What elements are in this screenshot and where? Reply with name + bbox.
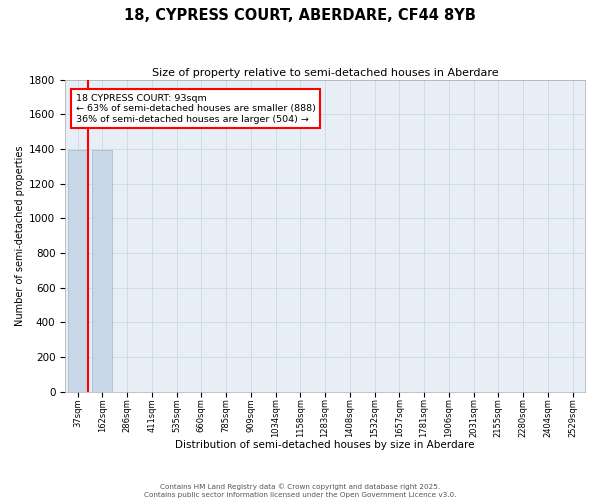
Bar [92,150,112,392]
Y-axis label: Number of semi-detached properties: Number of semi-detached properties [15,146,25,326]
Title: Size of property relative to semi-detached houses in Aberdare: Size of property relative to semi-detach… [152,68,499,78]
Bar [68,150,88,392]
Text: Contains HM Land Registry data © Crown copyright and database right 2025.
Contai: Contains HM Land Registry data © Crown c… [144,484,456,498]
Text: 18, CYPRESS COURT, ABERDARE, CF44 8YB: 18, CYPRESS COURT, ABERDARE, CF44 8YB [124,8,476,22]
Text: 18 CYPRESS COURT: 93sqm
← 63% of semi-detached houses are smaller (888)
36% of s: 18 CYPRESS COURT: 93sqm ← 63% of semi-de… [76,94,316,124]
X-axis label: Distribution of semi-detached houses by size in Aberdare: Distribution of semi-detached houses by … [175,440,475,450]
